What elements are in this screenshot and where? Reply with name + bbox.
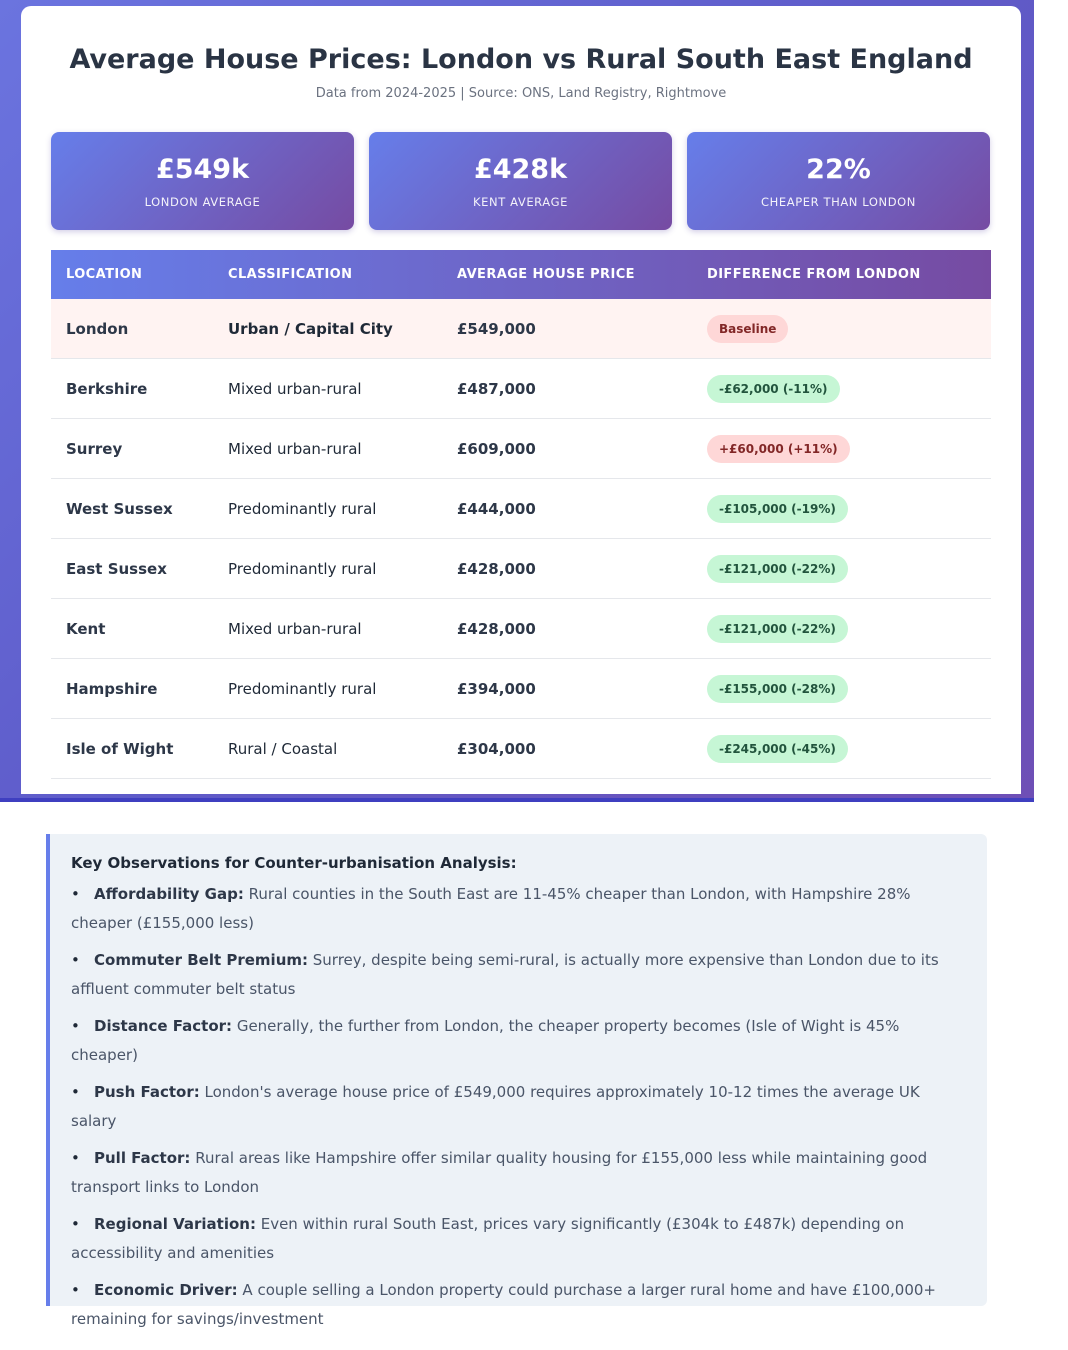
observation-text: London's average house price of £549,000… xyxy=(71,1083,920,1130)
classification-cell: Rural / Coastal xyxy=(228,740,338,758)
bullet-icon: • xyxy=(71,1215,80,1233)
price-table: LOCATION CLASSIFICATION AVERAGE HOUSE PR… xyxy=(51,250,991,779)
list-item: • Regional Variation: Even within rural S… xyxy=(71,1210,967,1268)
difference-badge: -£121,000 (-22%) xyxy=(707,615,848,643)
difference-badge: -£105,000 (-19%) xyxy=(707,495,848,523)
observation-label: Affordability Gap: xyxy=(94,885,244,903)
observation-label: Regional Variation: xyxy=(94,1215,256,1233)
stat-card-kent-average: £428k KENT AVERAGE xyxy=(369,132,672,230)
list-item: • Affordability Gap: Rural counties in th… xyxy=(71,880,967,938)
stat-label: CHEAPER THAN LONDON xyxy=(760,195,916,209)
classification-cell: Urban / Capital City xyxy=(228,320,393,338)
key-observations-panel: Key Observations for Counter-urbanisatio… xyxy=(46,834,987,1328)
observation-label: Economic Driver: xyxy=(94,1281,238,1299)
classification-cell: Predominantly rural xyxy=(228,500,377,518)
stat-label: LONDON AVERAGE xyxy=(144,195,261,209)
observation-text: Even within rural South East, prices var… xyxy=(71,1215,905,1262)
price-cell: £304,000 xyxy=(457,740,536,758)
classification-cell: Mixed urban-rural xyxy=(228,440,362,458)
table-row: Kent Mixed urban-rural £428,000 -£121,00… xyxy=(51,599,991,659)
classification-cell: Predominantly rural xyxy=(228,560,377,578)
table-row: West Sussex Predominantly rural £444,000… xyxy=(51,479,991,539)
page-subtitle: Data from 2024-2025 | Source: ONS, Land … xyxy=(315,86,727,101)
table-row: Surrey Mixed urban-rural £609,000 +£60,0… xyxy=(51,419,991,479)
observation-label: Distance Factor: xyxy=(94,1017,233,1035)
list-item: • Pull Factor: Rural areas like Hampshire… xyxy=(71,1144,967,1202)
stat-value: 22% xyxy=(806,154,871,185)
observations-title: Key Observations for Counter-urbanisatio… xyxy=(71,854,517,872)
list-item: • Economic Driver: A couple selling a Lon… xyxy=(71,1276,967,1334)
classification-cell: Mixed urban-rural xyxy=(228,620,362,638)
observation-label: Push Factor: xyxy=(94,1083,200,1101)
column-header-classification: CLASSIFICATION xyxy=(228,267,353,282)
location-cell: East Sussex xyxy=(66,560,167,578)
table-row: Isle of Wight Rural / Coastal £304,000 -… xyxy=(51,719,991,779)
list-item: • Distance Factor: Generally, the further… xyxy=(71,1012,967,1070)
observation-text: Rural counties in the South East are 11-… xyxy=(71,885,911,932)
table-row: London Urban / Capital City £549,000 Bas… xyxy=(51,299,991,359)
stat-value: £549k xyxy=(155,154,250,185)
difference-badge: Baseline xyxy=(707,315,789,343)
location-cell: West Sussex xyxy=(66,500,173,518)
column-header-location: LOCATION xyxy=(66,267,143,282)
stat-card-cheaper-than-london: 22% CHEAPER THAN LONDON xyxy=(687,132,990,230)
observation-text: A couple selling a London property could… xyxy=(71,1281,936,1328)
observation-text: Surrey, despite being semi-rural, is act… xyxy=(71,951,939,998)
list-item: • Commuter Belt Premium: Surrey, despite … xyxy=(71,946,967,1004)
table-row: East Sussex Predominantly rural £428,000… xyxy=(51,539,991,599)
stat-label: KENT AVERAGE xyxy=(473,195,568,209)
difference-badge: -£245,000 (-45%) xyxy=(707,735,848,763)
table-row: Berkshire Mixed urban-rural £487,000 -£6… xyxy=(51,359,991,419)
difference-badge: -£155,000 (-28%) xyxy=(707,675,848,703)
bullet-icon: • xyxy=(71,1149,80,1167)
location-cell: London xyxy=(66,320,129,338)
price-cell: £428,000 xyxy=(457,560,536,578)
bullet-icon: • xyxy=(71,1083,80,1101)
column-header-average-price: AVERAGE HOUSE PRICE xyxy=(457,267,635,282)
price-cell: £549,000 xyxy=(457,320,536,338)
price-cell: £428,000 xyxy=(457,620,536,638)
price-cell: £609,000 xyxy=(457,440,536,458)
location-cell: Isle of Wight xyxy=(66,740,174,758)
observations-list: • Affordability Gap: Rural counties in th… xyxy=(71,880,967,1334)
list-item: • Push Factor: London's average house pri… xyxy=(71,1078,967,1136)
classification-cell: Predominantly rural xyxy=(228,680,377,698)
table-header: LOCATION CLASSIFICATION AVERAGE HOUSE PR… xyxy=(51,250,991,299)
page-title: Average House Prices: London vs Rural So… xyxy=(69,44,973,75)
bullet-icon: • xyxy=(71,951,80,969)
observation-label: Pull Factor: xyxy=(94,1149,191,1167)
stat-card-london-average: £549k LONDON AVERAGE xyxy=(51,132,354,230)
difference-badge: -£62,000 (-11%) xyxy=(707,375,840,403)
difference-badge: -£121,000 (-22%) xyxy=(707,555,848,583)
observation-label: Commuter Belt Premium: xyxy=(94,951,308,969)
column-header-difference: DIFFERENCE FROM LONDON xyxy=(707,267,921,282)
bullet-icon: • xyxy=(71,1281,80,1299)
table-row: Hampshire Predominantly rural £394,000 -… xyxy=(51,659,991,719)
observation-text: Rural areas like Hampshire offer similar… xyxy=(71,1149,928,1196)
price-cell: £444,000 xyxy=(457,500,536,518)
location-cell: Hampshire xyxy=(66,680,158,698)
observation-text: Generally, the further from London, the … xyxy=(71,1017,900,1064)
main-card: Average House Prices: London vs Rural So… xyxy=(21,6,1021,794)
bullet-icon: • xyxy=(71,1017,80,1035)
classification-cell: Mixed urban-rural xyxy=(228,380,362,398)
location-cell: Berkshire xyxy=(66,380,148,398)
location-cell: Kent xyxy=(66,620,106,638)
difference-badge: +£60,000 (+11%) xyxy=(707,435,850,463)
price-cell: £487,000 xyxy=(457,380,536,398)
location-cell: Surrey xyxy=(66,440,123,458)
price-cell: £394,000 xyxy=(457,680,536,698)
bullet-icon: • xyxy=(71,885,80,903)
stat-value: £428k xyxy=(473,154,568,185)
